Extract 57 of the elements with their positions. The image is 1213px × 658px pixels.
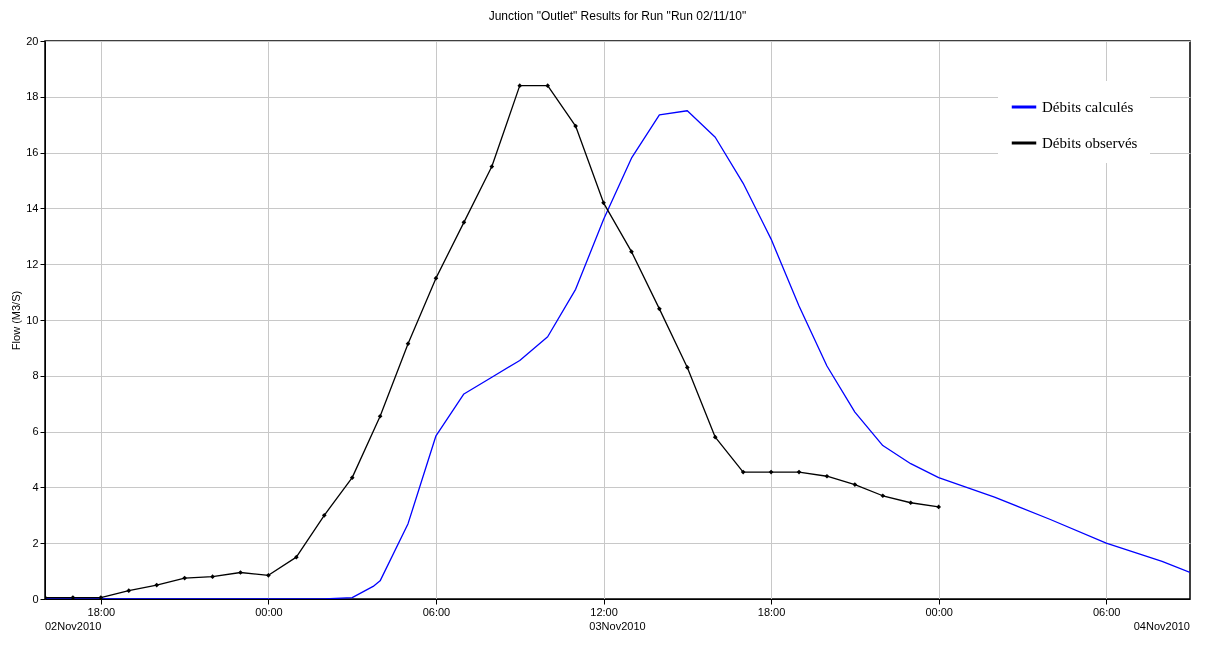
chart-title: Junction "Outlet" Results for Run "Run 02/11/10" [488,9,747,23]
point [684,365,690,370]
legend-label: Débits observés [1042,135,1138,151]
point [517,83,523,88]
point [70,595,76,599]
point [489,164,495,169]
point [405,341,411,347]
point [98,595,104,599]
y-tick-label: 4 [32,480,39,493]
point [852,482,858,487]
point [154,582,160,588]
y-tick-label: 16 [26,146,39,159]
point [461,220,467,225]
point [712,434,718,440]
y-tick-label: 18 [26,90,39,103]
x-tick-label: 00:00 [925,605,953,618]
point [321,512,327,518]
y-tick-label: 8 [32,369,39,382]
y-tick-label: 12 [26,257,39,270]
point [210,574,215,580]
point [377,413,383,419]
point [936,504,941,510]
x-tick-label: 00:00 [255,605,283,618]
point [126,588,132,593]
x-tick-label: 18:00 [757,605,786,618]
point [768,469,774,475]
text: 03Nov2010 [589,620,646,632]
point [545,83,551,88]
legend-label: Débits calculés [1042,99,1134,115]
x-tick-label: 12:00 [590,605,618,618]
y-tick-label: 6 [32,425,39,438]
point [573,123,578,129]
y-tick-label: 2 [32,536,39,549]
point [824,473,830,479]
point [601,200,606,206]
x-tick-label: 06:00 [1092,605,1121,618]
y-tick-label: 14 [26,201,39,214]
point [657,306,662,312]
point [182,575,187,581]
x-tick-label: 06:00 [422,605,451,618]
point [433,275,439,281]
point [796,469,802,475]
y-axis-title: Flow (M3/S) [10,290,23,351]
x-tick-label: 18:00 [87,605,116,618]
text: 02Nov2010 [45,620,102,632]
point [238,570,243,575]
point [629,249,634,254]
y-tick-label: 10 [26,313,39,326]
point [908,500,914,506]
point [880,493,886,499]
point [349,475,355,480]
y-tick-label: 20 [26,34,39,47]
point [294,554,299,560]
point [266,572,271,578]
point [740,469,746,475]
text: 04Nov2010 [1133,620,1190,632]
y-tick-label: 0 [32,592,39,605]
